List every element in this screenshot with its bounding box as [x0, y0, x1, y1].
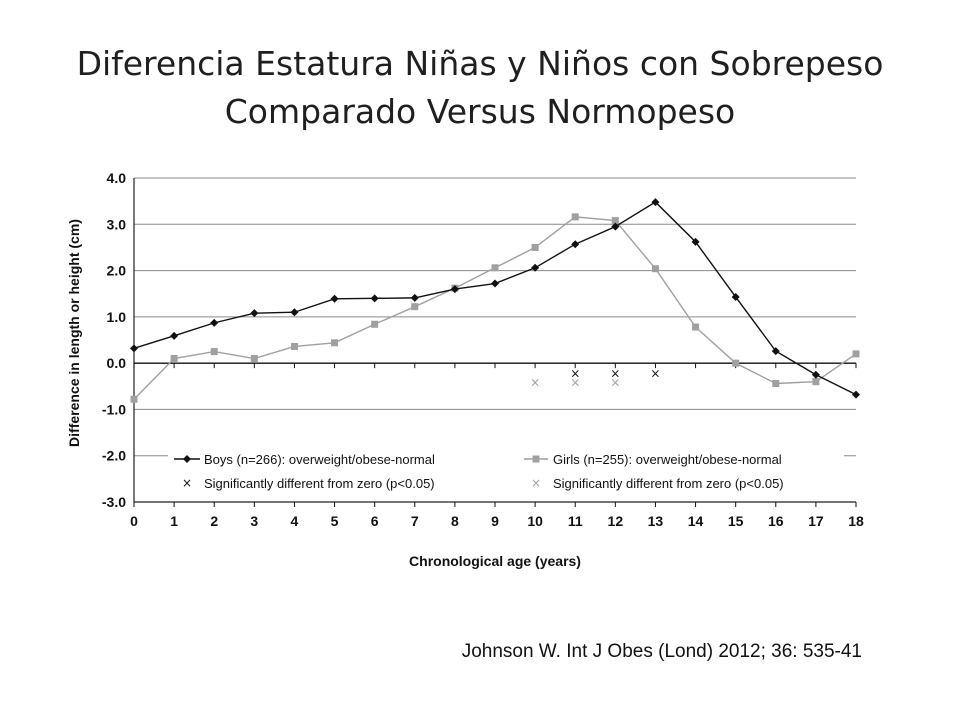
girls-data-point	[852, 350, 860, 358]
y-axis-label: Difference in length or height (cm)	[66, 219, 82, 447]
girls-data-point	[611, 217, 619, 225]
girls-data-point	[692, 323, 700, 331]
y-tick-label: 0.0	[107, 355, 127, 371]
x-tick-label: 3	[250, 513, 258, 529]
series-lines	[130, 198, 860, 403]
girls-data-point	[531, 243, 539, 251]
boys-data-point	[531, 263, 540, 272]
girls-data-point	[331, 339, 339, 347]
x-tick-label: 12	[608, 513, 624, 529]
boys-data-point	[491, 279, 499, 288]
boys-data-point	[811, 370, 820, 379]
legend-boys-label: Boys (n=266): overweight/obese-normal	[204, 452, 435, 467]
girls-data-point	[571, 213, 579, 221]
legend-girls-label: Girls (n=255): overweight/obese-normal	[553, 452, 782, 467]
legend-girls-significance-symbol: ×	[531, 476, 541, 490]
boys-data-point	[450, 285, 459, 294]
girls-data-point	[812, 378, 820, 386]
boys-data-point	[170, 331, 179, 340]
x-tick-label: 2	[210, 513, 218, 529]
significance-markers: × × ×× × ×	[530, 366, 660, 389]
x-tick-label: 10	[527, 513, 543, 529]
girls-data-point	[170, 355, 178, 363]
x-tick-label: 11	[568, 513, 583, 529]
girls-data-point	[250, 355, 258, 363]
citation: Johnson W. Int J Obes (Lond) 2012; 36: 5…	[461, 641, 862, 662]
x-axis-label: Chronological age (years)	[409, 553, 581, 569]
boys-data-point	[611, 222, 620, 231]
x-tick-label: 7	[411, 513, 419, 529]
x-tick-label: 1	[170, 513, 178, 529]
boys-data-point	[571, 240, 580, 249]
x-tick-label: 8	[451, 513, 459, 529]
girls-significance-marker: ×	[610, 376, 620, 390]
girls-data-point	[491, 264, 499, 272]
y-tick-label: 3.0	[107, 216, 127, 232]
x-tick-label: 5	[331, 513, 339, 529]
legend-boys-swatch-marker	[183, 455, 191, 463]
boys-data-point	[731, 292, 740, 301]
girls-data-point	[210, 348, 218, 356]
x-tick-label: 15	[728, 513, 744, 529]
girls-data-point	[651, 265, 659, 273]
y-tick-label: -2.0	[102, 448, 126, 464]
boys-data-point	[130, 344, 138, 353]
x-tick-label: 13	[648, 513, 664, 529]
x-tick-label: 14	[688, 513, 704, 529]
x-tick-label: 17	[808, 513, 824, 529]
girls-data-point	[732, 359, 740, 367]
boys-significance-marker: ×	[610, 366, 620, 380]
girls-series-line	[133, 216, 857, 400]
x-tick-label: 16	[768, 513, 784, 529]
girls-data-point	[130, 395, 138, 403]
girls-data-point	[290, 342, 298, 350]
slide-title-line-2: Comparado Versus Normopeso	[224, 92, 736, 131]
y-tick-label: -3.0	[102, 494, 126, 510]
legend-girls-swatch-marker	[532, 455, 540, 463]
boys-data-point	[330, 294, 339, 303]
x-tick-label: 0	[130, 513, 138, 529]
boys-data-point	[691, 237, 700, 246]
boys-data-point	[771, 347, 780, 356]
boys-data-point	[210, 318, 219, 327]
y-tick-label: 2.0	[107, 263, 127, 279]
girls-significance-marker: ×	[530, 376, 540, 390]
legend-girls-significance-label: Significantly different from zero (p<0.0…	[553, 476, 784, 491]
legend-boys-significance-label: Significantly different from zero (p<0.0…	[204, 476, 435, 491]
slide-title-line-1: Diferencia Estatura Niñas y Niños con So…	[76, 44, 884, 83]
legend: Boys (n=266): overweight/obese-normal Gir…	[168, 446, 844, 496]
y-tick-label: 1.0	[107, 309, 127, 325]
legend-background	[168, 446, 844, 496]
boys-data-point	[852, 390, 860, 399]
legend-boys-significance-symbol: ×	[182, 476, 192, 490]
girls-significance-marker: ×	[570, 376, 580, 390]
girls-data-point	[411, 303, 419, 311]
axes: -3.0-2.0-1.00.01.02.03.04.00 1 2 3 4 5 6 7 8 9 10 1…	[102, 170, 864, 529]
y-tick-label: -1.0	[102, 401, 126, 417]
boys-significance-marker: ×	[570, 366, 580, 380]
boys-data-point	[250, 309, 259, 318]
boys-data-point	[651, 198, 660, 207]
boys-data-point	[370, 294, 379, 303]
girls-data-point	[371, 320, 379, 328]
x-tick-label: 4	[291, 513, 299, 529]
x-tick-label: 9	[491, 513, 499, 529]
girls-data-point	[772, 380, 780, 388]
slide-title: Diferencia Estatura Niñas y Niños con So…	[0, 40, 960, 136]
y-tick-label: 4.0	[107, 170, 127, 186]
boys-data-point	[290, 308, 299, 317]
boys-data-point	[410, 293, 419, 302]
boys-significance-marker: ×	[650, 366, 660, 380]
x-tick-label: 18	[848, 513, 864, 529]
x-tick-label: 6	[371, 513, 379, 529]
